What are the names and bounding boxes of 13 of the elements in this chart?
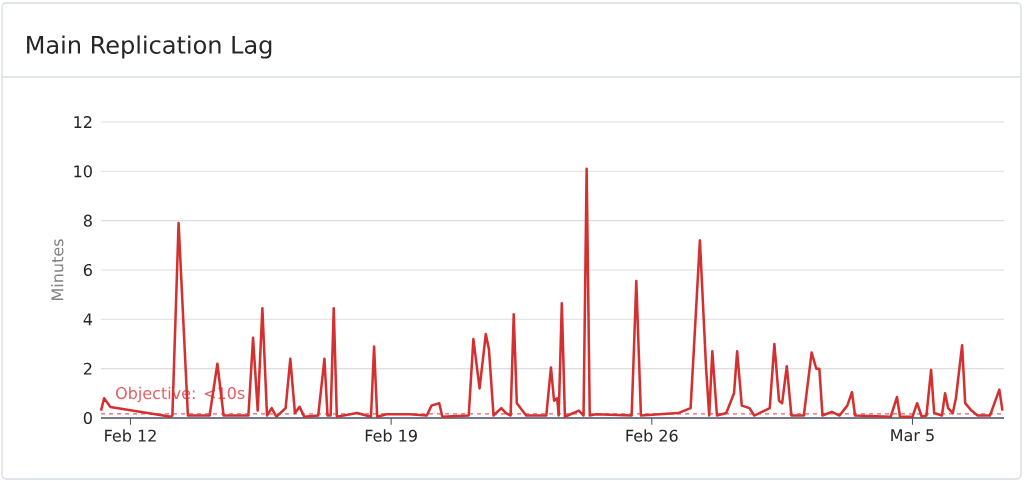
y-tick-label: 6	[83, 263, 92, 277]
x-tick-label: Mar 5	[891, 429, 934, 442]
y-axis-title: Minutes	[51, 239, 64, 300]
y-tick-label: 0	[83, 411, 92, 425]
x-tick-label: Feb 19	[365, 429, 417, 442]
x-tick-label: Feb 12	[105, 429, 156, 442]
y-tick-label: 12	[74, 116, 92, 128]
y-tick-label: 8	[83, 214, 92, 227]
y-tick-label: 2	[83, 362, 92, 375]
x-tick-label: Feb 26	[626, 429, 678, 442]
y-tick-label: 10	[74, 165, 92, 178]
chart-title: Main Replication Lag	[27, 35, 272, 59]
y-tick-label: 4	[83, 313, 93, 326]
